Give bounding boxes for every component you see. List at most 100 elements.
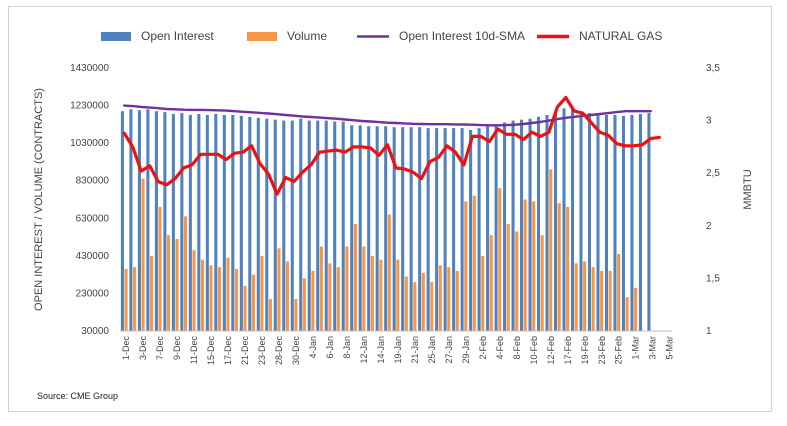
bar-volume	[404, 276, 408, 331]
bar-open-interest	[137, 110, 141, 332]
bar-open-interest	[171, 114, 175, 332]
bar-open-interest	[205, 114, 209, 331]
x-tick-label: 10-Feb	[529, 336, 539, 365]
bar-volume	[489, 235, 493, 331]
bar-open-interest	[418, 127, 422, 331]
bar-volume	[200, 259, 205, 331]
bar-volume	[557, 203, 561, 331]
x-tick-label: 17-Feb	[563, 336, 573, 365]
bar-open-interest	[307, 120, 311, 331]
bar-volume	[574, 263, 578, 331]
x-tick-label: 12-Jan	[359, 336, 369, 364]
bar-volume	[268, 299, 272, 331]
x-tick-label: 29-Jan	[461, 336, 471, 364]
bar-open-interest	[503, 122, 507, 331]
bar-open-interest	[120, 111, 124, 331]
bar-open-interest	[596, 113, 600, 331]
legend-label: Open Interest	[141, 29, 214, 43]
bar-volume	[421, 272, 425, 331]
y-tick-label: 30000	[81, 326, 109, 337]
y-tick-label: 630000	[76, 213, 110, 224]
bar-open-interest	[350, 125, 354, 332]
bar-volume	[311, 270, 315, 331]
x-tick-label: 19-Jan	[393, 336, 403, 364]
x-tick-label: 3-Mar	[648, 336, 658, 360]
bar-volume	[600, 270, 604, 331]
bar-volume	[455, 270, 459, 331]
bar-open-interest	[409, 127, 413, 331]
y-tick-label: 1030000	[70, 138, 109, 149]
bar-volume	[540, 235, 544, 331]
bar-volume	[167, 235, 171, 331]
x-tick-label: 6-Jan	[325, 336, 335, 359]
bar-open-interest	[545, 114, 549, 331]
legend-swatch	[247, 32, 277, 41]
bar-open-interest	[248, 116, 252, 331]
bar-open-interest	[630, 114, 634, 331]
bar-volume	[302, 278, 306, 331]
bar-open-interest	[604, 114, 609, 331]
bar-volume	[634, 287, 638, 331]
chart-frame: 1430000 1230000 1030000 830000 630000 430000 2…	[8, 6, 772, 412]
bar-open-interest	[316, 120, 320, 331]
bar-open-interest	[570, 109, 575, 331]
y-tick-label: 1230000	[70, 101, 109, 112]
x-tick-label: 14-Jan	[376, 336, 386, 364]
bar-volume	[158, 207, 162, 331]
x-tick-label: 23-Feb	[597, 336, 607, 365]
bar-open-interest	[486, 126, 490, 331]
bar-volume	[217, 267, 222, 331]
bar-volume	[413, 282, 417, 331]
bar-volume	[260, 255, 264, 331]
bar-open-interest	[426, 128, 430, 331]
bar-open-interest	[375, 126, 379, 331]
x-tick-label: 7-Dec	[155, 336, 165, 361]
bar-volume	[183, 216, 188, 331]
x-tick-label: 25-Jan	[427, 336, 437, 364]
source-note: Source: CME Group	[37, 391, 119, 401]
x-tick-label: 1-Dec	[121, 336, 131, 361]
bar-volume	[124, 269, 128, 331]
bar-open-interest	[273, 119, 277, 332]
line-open-interest-sma	[123, 104, 652, 127]
bar-open-interest	[553, 113, 558, 331]
bar-open-interest	[367, 126, 371, 331]
bar-open-interest	[214, 114, 218, 332]
bar-open-interest	[494, 124, 498, 331]
bar-volume	[141, 178, 145, 331]
legend-label: Volume	[287, 29, 327, 43]
bar-open-interest	[154, 111, 158, 331]
x-tick-label: 23-Dec	[257, 336, 267, 366]
bar-open-interest	[188, 114, 192, 331]
bar-open-interest	[435, 128, 439, 331]
bar-open-interest	[469, 129, 473, 331]
bar-volume	[481, 255, 485, 331]
bar-volume	[583, 261, 587, 331]
bar-volume	[336, 267, 340, 331]
bar-volume	[617, 253, 621, 331]
legend-swatch	[101, 32, 131, 41]
bar-volume	[379, 259, 383, 331]
bar-volume	[438, 265, 442, 331]
bar-open-interest	[282, 120, 286, 331]
bar-open-interest	[520, 119, 524, 332]
bar-volume	[515, 231, 519, 331]
bar-open-interest	[358, 125, 362, 332]
x-tick-label: 17-Dec	[223, 336, 233, 366]
line-natural-gas	[122, 95, 661, 196]
bar-open-interest	[146, 109, 150, 331]
y-tick-label: 1430000	[70, 63, 109, 74]
bar-volume	[464, 201, 468, 331]
bar-volume	[549, 169, 553, 331]
y-tick-label: 830000	[76, 176, 110, 187]
x-tick-label: 21-Dec	[240, 336, 250, 366]
bar-open-interest	[163, 112, 167, 332]
y2-tick-label: 2	[706, 221, 712, 232]
bar-open-interest	[638, 114, 642, 332]
bar-volume	[608, 270, 612, 331]
x-tick-label: 4-Jan	[308, 336, 318, 359]
bar-open-interest	[443, 128, 447, 331]
bar-open-interest	[579, 111, 583, 331]
bar-volume	[472, 195, 476, 331]
bar-volume	[566, 207, 570, 331]
